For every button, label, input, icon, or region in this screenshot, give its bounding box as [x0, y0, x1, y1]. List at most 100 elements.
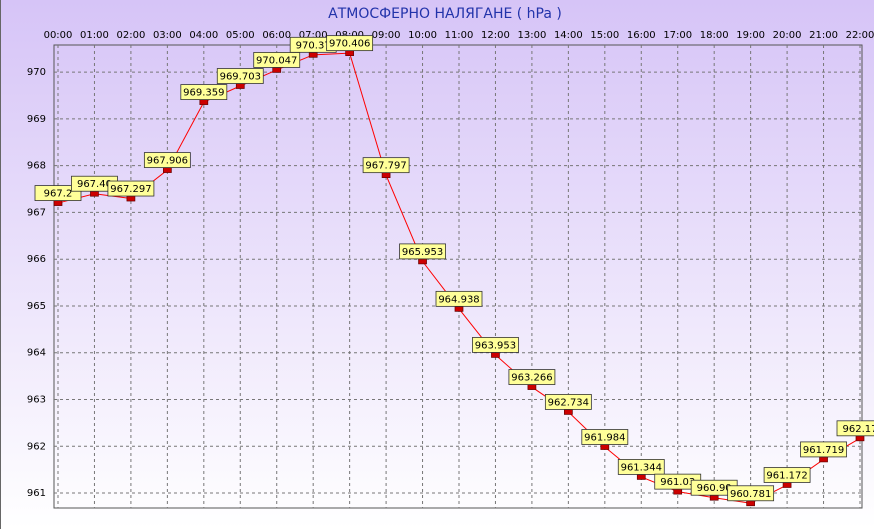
y-tick-label: 965 — [27, 301, 46, 312]
point-marker — [381, 172, 391, 179]
plot-area — [53, 44, 863, 509]
point-marker — [527, 384, 537, 390]
x-tick-label: 16:00 — [627, 30, 656, 41]
x-tick-label: 01:00 — [80, 30, 109, 41]
point-marker — [53, 200, 63, 206]
point-marker — [345, 50, 354, 56]
x-tick-label: 04:00 — [189, 30, 218, 41]
point-marker — [126, 195, 136, 202]
data-label-box — [34, 185, 82, 201]
data-label-box — [399, 243, 446, 260]
data-label: 967.40 — [77, 179, 112, 190]
data-label-box — [617, 459, 665, 475]
point-marker — [90, 190, 99, 197]
data-label-box — [727, 485, 775, 502]
x-tick-label: 03:00 — [153, 30, 182, 41]
point-marker — [709, 494, 719, 501]
x-tick-label: 06:00 — [262, 30, 291, 41]
x-tick-label: 07:00 — [299, 30, 328, 41]
x-tick-label: 21:00 — [809, 30, 838, 41]
y-tick-label: 970 — [27, 67, 46, 78]
point-marker — [600, 444, 610, 450]
data-label: 967.797 — [365, 161, 406, 172]
data-label: 970.406 — [329, 39, 370, 50]
x-tick-label: 09:00 — [372, 30, 401, 41]
point-marker — [272, 67, 282, 73]
y-tick-label: 966 — [27, 254, 46, 265]
data-label: 965.953 — [402, 247, 443, 258]
data-label: 962.17 — [843, 424, 874, 435]
data-label-box — [435, 290, 483, 307]
data-label-box — [326, 35, 374, 52]
x-tick-label: 12:00 — [481, 30, 510, 41]
data-label: 963.266 — [511, 373, 552, 384]
point-marker — [636, 474, 646, 480]
chart-title: АТМОСФЕРНО НАЛЯГАНЕ ( hPa ) — [328, 6, 562, 22]
point-marker — [308, 51, 318, 58]
data-label: 967.906 — [147, 156, 188, 167]
point-marker — [199, 99, 209, 105]
point-marker — [418, 258, 427, 265]
data-label-box — [253, 52, 301, 68]
x-tick-label: 13:00 — [517, 30, 546, 41]
point-marker — [491, 352, 500, 358]
x-tick-label: 15:00 — [590, 30, 619, 41]
point-marker — [782, 482, 792, 488]
data-label: 960.90 — [697, 483, 732, 494]
data-label-box — [143, 152, 191, 168]
data-label: 969.359 — [183, 88, 224, 99]
x-tick-label: 02:00 — [116, 30, 145, 41]
data-label-box — [472, 337, 519, 353]
data-label-box — [508, 369, 556, 385]
x-tick-label: 05:00 — [226, 30, 255, 41]
x-tick-label: 17:00 — [663, 30, 692, 41]
data-label: 963.953 — [475, 340, 516, 351]
data-label-box — [544, 394, 592, 410]
data-label: 970.047 — [256, 55, 297, 66]
x-tick-label: 18:00 — [700, 30, 729, 41]
data-label: 961.984 — [584, 433, 625, 444]
x-tick-label: 00:00 — [44, 30, 73, 41]
y-tick-label: 967 — [27, 207, 46, 218]
point-marker — [746, 500, 755, 507]
data-label-box — [216, 68, 264, 84]
data-label-box — [763, 467, 811, 483]
data-label: 960.781 — [730, 489, 771, 500]
y-tick-label: 968 — [27, 161, 46, 172]
data-label: 964.938 — [438, 294, 479, 305]
data-label: 967.297 — [110, 184, 151, 195]
y-tick-label: 963 — [27, 394, 46, 405]
x-tick-label: 11:00 — [445, 30, 474, 41]
y-tick-label: 964 — [27, 348, 46, 359]
data-label-box — [362, 157, 410, 174]
point-marker — [454, 306, 464, 312]
point-marker — [235, 83, 245, 89]
x-tick-label: 20:00 — [773, 30, 802, 41]
data-label: 970.37 — [296, 40, 331, 51]
point-marker — [564, 409, 573, 415]
y-tick-label: 961 — [27, 488, 46, 499]
data-label-box — [581, 429, 629, 445]
data-label: 961.172 — [766, 470, 807, 481]
point-marker — [673, 488, 683, 495]
data-label-box — [107, 180, 155, 197]
data-label: 969.703 — [220, 72, 261, 83]
y-tick-label: 969 — [27, 114, 46, 125]
point-marker — [819, 456, 828, 463]
x-tick-label: 10:00 — [408, 30, 437, 41]
data-label: 961.719 — [803, 445, 844, 456]
data-label: 962.734 — [548, 397, 589, 408]
x-tick-label: 22:00 — [846, 30, 874, 41]
data-label-box — [800, 441, 847, 458]
data-label: 961.344 — [621, 462, 662, 473]
x-tick-label: 19:00 — [736, 30, 765, 41]
point-marker — [163, 167, 172, 173]
data-label: 961.03 — [660, 477, 695, 488]
data-label-box — [836, 420, 874, 437]
data-label: 967.2 — [44, 189, 73, 200]
data-label-box — [180, 84, 228, 101]
y-tick-label: 962 — [27, 441, 46, 452]
